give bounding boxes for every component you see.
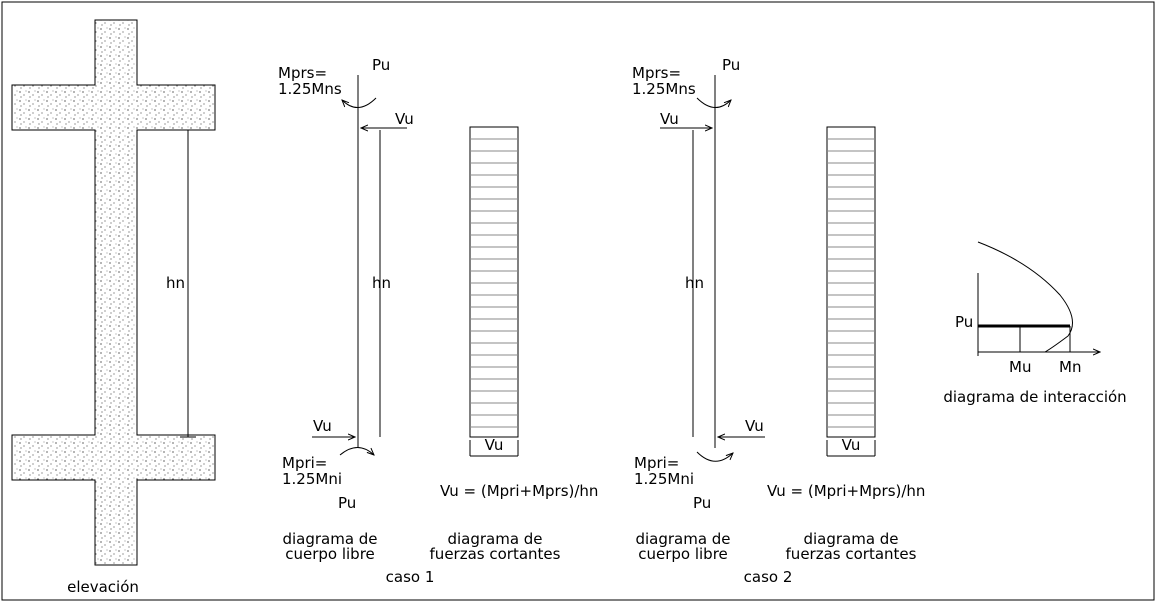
shear-diagram xyxy=(826,126,876,457)
shear-diagram xyxy=(469,126,519,457)
height-label: hn xyxy=(166,274,185,292)
moment-label: 1.25Mni xyxy=(634,470,694,488)
moment-arrow xyxy=(342,97,377,108)
caption: cuerpo libre xyxy=(285,545,375,563)
moment-label: Mu xyxy=(1009,358,1031,376)
shear-label: Vu xyxy=(395,110,414,128)
moment-label: Mpri= xyxy=(282,454,327,472)
load-label: Pu xyxy=(722,56,740,74)
moment-label: Mprs= xyxy=(632,64,681,82)
moment-arrow xyxy=(696,451,733,462)
shear-outline xyxy=(469,126,519,438)
formula: Vu = (Mpri+Mprs)/hn xyxy=(767,482,925,500)
axial-label: Pu xyxy=(955,313,973,331)
caption: fuerzas cortantes xyxy=(430,545,561,563)
shear-label: Vu xyxy=(313,417,332,435)
interaction-curve xyxy=(977,241,1073,353)
moment-arrow xyxy=(339,447,374,456)
moment-label: Mn xyxy=(1059,358,1081,376)
caption: diagrama de xyxy=(635,530,730,548)
caption: diagrama de interacción xyxy=(943,388,1126,406)
column-elevation xyxy=(11,19,216,566)
caption: diagrama de xyxy=(282,530,377,548)
moment-label: 1.25Mns xyxy=(278,80,342,98)
caption: diagrama de xyxy=(447,530,542,548)
elevation-label: elevación xyxy=(67,578,139,596)
height-label: hn xyxy=(372,274,391,292)
shear-label: Vu xyxy=(745,417,764,435)
shear-outline xyxy=(826,126,876,438)
case-title: caso 1 xyxy=(386,568,435,586)
shear-diagram-label: Vu xyxy=(485,436,504,454)
shear-label: Vu xyxy=(660,110,679,128)
load-label: Pu xyxy=(338,494,356,512)
moment-label: Mprs= xyxy=(278,64,327,82)
height-label: hn xyxy=(685,274,704,292)
case-title: caso 2 xyxy=(744,568,793,586)
moment-label: 1.25Mni xyxy=(282,470,342,488)
caption: diagrama de xyxy=(803,530,898,548)
caption: fuerzas cortantes xyxy=(786,545,917,563)
load-label: Pu xyxy=(372,56,390,74)
shear-diagram-label: Vu xyxy=(842,436,861,454)
moment-label: Mpri= xyxy=(634,454,679,472)
moment-label: 1.25Mns xyxy=(632,80,696,98)
load-label: Pu xyxy=(693,494,711,512)
formula: Vu = (Mpri+Mprs)/hn xyxy=(440,482,598,500)
moment-arrow xyxy=(696,97,731,108)
caption: cuerpo libre xyxy=(638,545,728,563)
